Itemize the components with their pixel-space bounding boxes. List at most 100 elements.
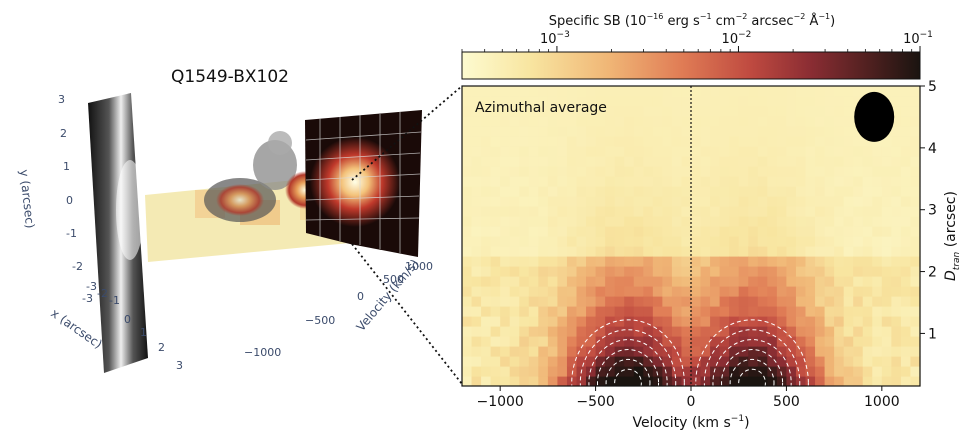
heatmap-cell	[547, 136, 559, 147]
heatmap-cell	[700, 136, 711, 147]
heatmap-cell	[481, 196, 492, 207]
heatmap-cell	[528, 356, 539, 367]
heatmap-cell	[710, 226, 721, 237]
heatmap-cell	[557, 346, 568, 357]
heatmap-cell	[566, 246, 578, 257]
heatmap-cell	[834, 216, 845, 227]
heatmap-cell	[700, 156, 711, 167]
heatmap-cell	[681, 316, 692, 327]
heatmap-cell	[719, 256, 730, 267]
heatmap-cell	[853, 306, 864, 317]
heatmap-cell	[824, 206, 835, 217]
heatmap-cell	[862, 146, 873, 157]
heatmap-cell	[481, 346, 492, 357]
heatmap-cell	[547, 246, 559, 257]
heatmap-cell	[710, 296, 721, 307]
heatmap-cell	[547, 166, 559, 177]
heatmap-cell	[719, 206, 730, 217]
heatmap-cell	[671, 206, 683, 217]
heatmap-cell	[586, 176, 597, 187]
heatmap-cell	[538, 116, 549, 127]
heatmap-cell	[681, 336, 692, 347]
heatmap-cell	[700, 376, 711, 387]
heatmap-cell	[633, 146, 644, 157]
heatmap-cell	[700, 196, 711, 207]
heatmap-cell	[471, 166, 482, 177]
heatmap-cell	[891, 196, 902, 207]
heatmap-cell	[872, 216, 883, 227]
heatmap-cell	[566, 306, 578, 317]
heatmap-cell	[576, 186, 587, 197]
heatmap-cell	[509, 316, 520, 327]
heatmap-cell	[633, 206, 644, 217]
heatmap-cell	[624, 356, 635, 367]
heatmap-cell	[843, 166, 854, 177]
heatmap-cell	[652, 256, 663, 267]
heatmap-cell	[795, 186, 807, 197]
heatmap-cell	[576, 206, 587, 217]
heatmap-cell	[633, 256, 644, 267]
heatmap-cell	[624, 186, 635, 197]
heatmap-cell	[643, 286, 654, 297]
heatmap-cell	[853, 346, 864, 357]
heatmap-cell	[700, 206, 711, 217]
heatmap-cell	[576, 126, 587, 137]
heatmap-cell	[834, 296, 845, 307]
heatmap-cell	[624, 96, 635, 107]
heatmap-cell	[710, 306, 721, 317]
heatmap-cell	[662, 216, 673, 227]
heatmap-cell	[786, 366, 797, 377]
heatmap-cell	[528, 146, 539, 157]
heatmap-cell	[471, 376, 482, 387]
heatmap-cell	[500, 116, 511, 127]
heatmap-cell	[776, 296, 788, 307]
heatmap-cell	[900, 216, 912, 227]
heatmap-cell	[834, 356, 845, 367]
heatmap-cell	[862, 216, 873, 227]
heatmap-cell	[605, 356, 616, 367]
heatmap-cell	[824, 366, 835, 377]
heatmap-cell	[566, 256, 578, 267]
heatmap-cell	[719, 286, 730, 297]
heatmap-cell	[805, 366, 816, 377]
heatmap-cell	[662, 146, 673, 157]
heatmap-cell	[691, 196, 702, 207]
heatmap-cell	[719, 126, 730, 137]
heatmap-cell	[738, 166, 749, 177]
heatmap-cell	[481, 176, 492, 187]
heatmap-cell	[815, 306, 826, 317]
heatmap-cell	[910, 106, 921, 117]
heatmap-cell	[900, 206, 912, 217]
y-tick-label: -2	[72, 260, 83, 273]
heatmap-cell	[671, 216, 683, 227]
heatmap-panel: Specific SB (10−16 erg s−1 cm−2 arcsec−2…	[461, 12, 962, 432]
heatmap-cell	[528, 116, 539, 127]
heatmap-cell	[471, 266, 482, 277]
heatmap-cell	[500, 246, 511, 257]
heatmap-cell	[538, 226, 549, 237]
heatmap-cell	[566, 216, 578, 227]
heatmap-cell	[538, 266, 549, 277]
heatmap-cell	[490, 346, 501, 357]
heatmap-cell	[595, 236, 606, 247]
y-axis-right: 1 2 3 4 5	[920, 79, 937, 342]
heatmap-cell	[614, 126, 625, 137]
heatmap-cell	[509, 346, 520, 357]
heatmap-cell	[547, 376, 559, 387]
heatmap-cell	[519, 216, 530, 227]
heatmap-cell	[748, 256, 759, 267]
heatmap-cell	[547, 306, 559, 317]
heatmap-cell	[900, 116, 912, 127]
heatmap-cell	[528, 346, 539, 357]
heatmap-cell	[681, 236, 692, 247]
heatmap-cell	[691, 96, 702, 107]
heatmap-cell	[481, 286, 492, 297]
heatmap-cell	[528, 96, 539, 107]
heatmap-cell	[710, 246, 721, 257]
heatmap-cell	[910, 296, 921, 307]
heatmap-cell	[586, 266, 597, 277]
heatmap-cell	[538, 286, 549, 297]
x-tick-label: −1000	[476, 394, 523, 410]
heatmap-cell	[547, 236, 559, 247]
heatmap-cell	[643, 206, 654, 217]
